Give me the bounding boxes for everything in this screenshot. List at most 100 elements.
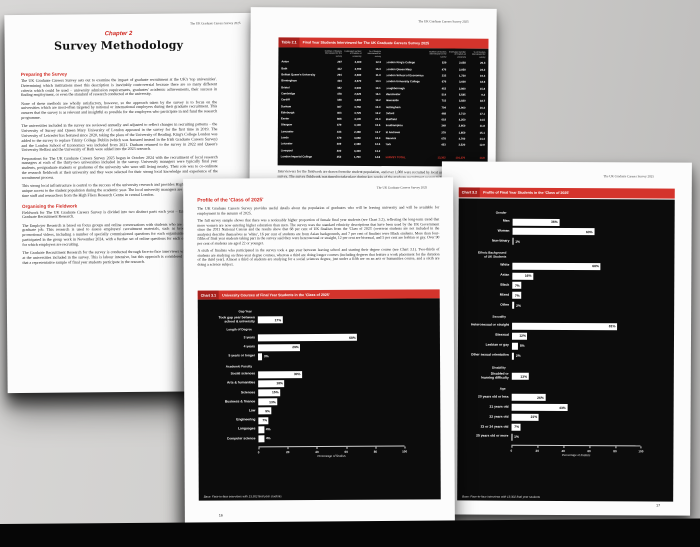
university-name: Lancaster	[280, 130, 294, 134]
axis-tick-label: 60	[344, 449, 348, 454]
chart-bar-track: 2%	[512, 301, 642, 310]
chart-bar-row: Business & finance 13%	[204, 398, 404, 406]
chart-bar-row: 22 years old 21%	[464, 413, 642, 421]
table-value: 794	[441, 106, 447, 110]
university-name: Belfast Queen's University	[281, 73, 316, 77]
table-value: 382	[337, 86, 342, 90]
chart-university-courses: Gap Year Took gap year between school & u…	[197, 298, 441, 501]
table-value: 252	[336, 155, 342, 159]
table-value: 618	[441, 118, 446, 122]
chart-bar-value: 2%	[516, 303, 521, 308]
paragraph: The UK Graduate Careers Survey sets out …	[20, 76, 218, 98]
paragraph: Preparations for The UK Graduate Careers…	[21, 153, 218, 180]
table-value: 349	[441, 124, 446, 128]
table-value: 2,680	[354, 73, 362, 77]
university-name: Liverpool	[280, 148, 293, 153]
chart-bar: 30%	[258, 370, 302, 378]
chart-bar-row: 4 years 29%	[204, 343, 404, 351]
paragraph: The full survey sample shows that there …	[197, 217, 440, 246]
chart-bar-value: 68%	[349, 335, 356, 340]
table-value: 15.3	[375, 67, 381, 71]
table-value: 297	[337, 61, 342, 65]
table-value: 12.9	[479, 144, 485, 148]
chart-bar-value: 36%	[551, 219, 558, 224]
running-header: The UK Graduate Careers Survey 2025	[376, 185, 428, 190]
chart-bar-label: 21 years old	[489, 404, 509, 409]
chart-bar-label: Black	[500, 282, 510, 287]
chart-bar-value: 2%	[515, 353, 521, 358]
chart-bar-label: 22 years old	[489, 414, 509, 419]
chart-base-note: Base: Face-to-face interviews with 13,30…	[462, 493, 541, 499]
table-value: 16.1	[375, 92, 381, 97]
chart-bar-row: 3 years 68%	[204, 334, 404, 342]
chart-bar-label: Bisexual	[495, 332, 509, 338]
chart-bar-label: Other	[500, 302, 510, 307]
university-name: London Queen Mary	[385, 67, 412, 72]
table-value: 5,585	[458, 93, 466, 97]
chart-bar-track: 18%	[258, 379, 404, 388]
running-header: The UK Graduate Careers Survey 2025	[190, 21, 241, 26]
chart-bar	[512, 301, 515, 309]
table-value: 11.0	[375, 74, 381, 78]
table-value: 14.2	[375, 99, 381, 103]
chart-bar-track: 7%	[512, 282, 642, 290]
axis-tick-label: 0	[510, 448, 513, 453]
chart31-title: University Courses of Final Year Student…	[222, 292, 330, 298]
chart-rows: Gender Men 36% Women 63% Non-binary 1% Ethnic B…	[463, 211, 668, 457]
chart-bar-row: Other 2%	[464, 301, 642, 310]
university-name: Leicester	[280, 142, 293, 146]
axis-tick-label: 40	[561, 448, 565, 453]
chart-bar-track: 9%	[258, 407, 404, 415]
table-header-row: Number of finalists interviewed for the …	[281, 50, 381, 59]
paragraph: None of these methods are wholly satisfa…	[21, 98, 218, 121]
university-name: Warwick	[385, 137, 397, 141]
university-name: Leeds	[280, 136, 289, 140]
table-column: Number of finalists interviewed for the …	[281, 50, 381, 164]
chart-bar-label: Computer science	[226, 435, 256, 441]
table-value: 453	[441, 143, 446, 147]
table-value: 403	[337, 111, 342, 115]
chart-bar-value: 16%	[524, 273, 532, 278]
chart-bar: 7%	[258, 416, 269, 424]
table-value: 14.4	[479, 137, 485, 141]
chart-bar: 7%	[512, 282, 522, 290]
chart-bar-label: Women	[497, 228, 510, 233]
table-value: 18.6	[479, 81, 486, 85]
table-value: 479	[336, 136, 342, 140]
chart-bar-track: 2%	[511, 352, 642, 360]
chart-bar-label: Arts & humanities	[226, 380, 256, 385]
chart-bar-label: 23 or 24 years old	[480, 424, 509, 429]
chart-bar: 63%	[512, 228, 595, 236]
total-value: 13,302	[437, 156, 446, 160]
table-value: 23.2	[480, 68, 486, 72]
chart-group-label: Disability	[491, 365, 506, 370]
university-name: Durham	[281, 104, 292, 108]
chart-bar-label: Business & finance	[224, 399, 256, 404]
table-value: 868	[336, 117, 342, 121]
university-name: Oxford	[385, 111, 395, 115]
table-value: 400	[336, 149, 342, 153]
chart-bar-value: 18%	[276, 381, 283, 386]
chart-bar: 17%	[257, 316, 283, 324]
university-name: Sheffield	[385, 118, 397, 122]
table-value: 1,720	[459, 74, 466, 78]
chart-bar-row: Social sciences 30%	[204, 370, 404, 378]
chart-bar-value: 26%	[537, 395, 544, 400]
table-value: 2,650	[459, 62, 466, 66]
chart-bar: 18%	[258, 379, 285, 388]
chart-bar-label: Mixed	[499, 292, 510, 297]
chart-group-label: Age	[499, 386, 506, 391]
chart-bar-label: 4 years	[243, 344, 255, 349]
chart-bar: 68%	[512, 262, 601, 270]
university-name: York	[385, 143, 392, 147]
chart-bar-row: Languages 4%	[204, 425, 404, 434]
chart-x-axis-title: Percentage of finalists	[317, 453, 346, 458]
table-value: 2,380	[354, 143, 361, 147]
table-value: 453	[441, 87, 447, 91]
table-value: 294	[337, 73, 342, 77]
table-value: 2,480	[354, 130, 361, 134]
chart-bar-label: 3 years	[243, 335, 255, 340]
chart-bar-track: 7%	[512, 292, 642, 300]
chart-bar-row: White 68%	[464, 262, 642, 270]
